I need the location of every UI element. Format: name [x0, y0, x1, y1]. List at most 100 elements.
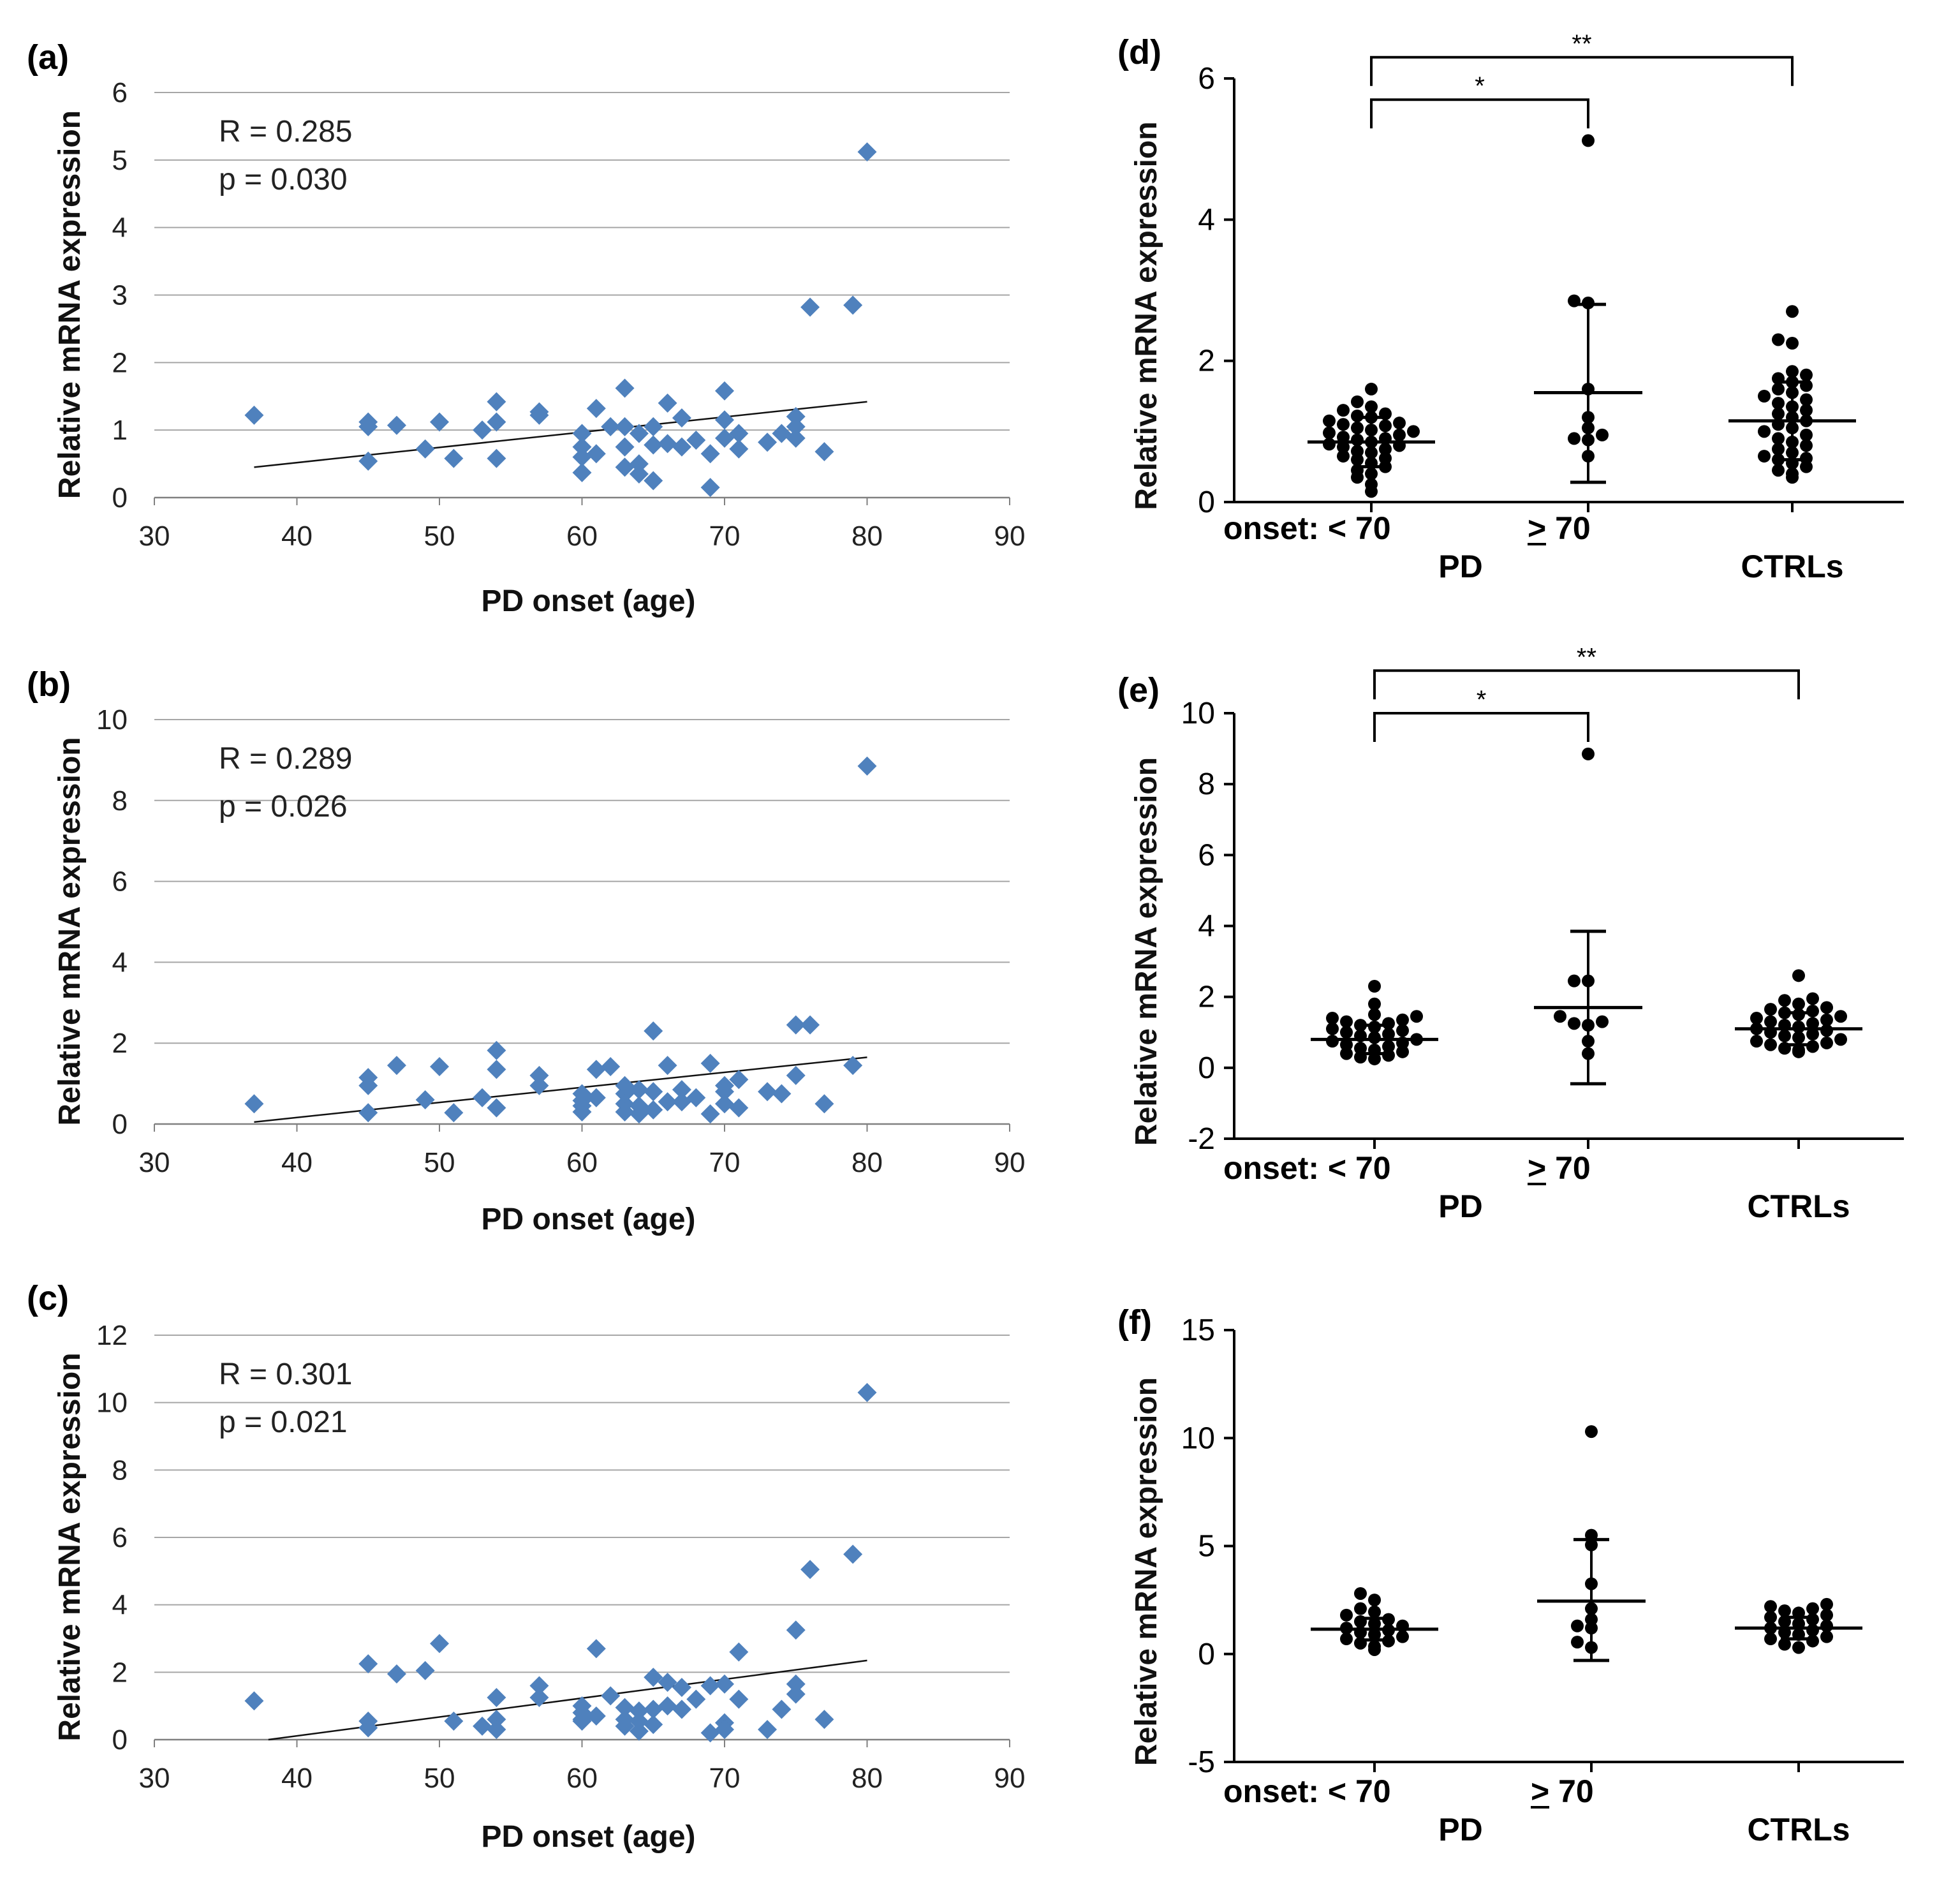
data-point [529, 1065, 549, 1085]
data-point [1806, 1602, 1819, 1615]
data-point [601, 1056, 621, 1076]
group-label-ctrls: CTRLs [1747, 1188, 1850, 1224]
x-tick-label: 90 [994, 1763, 1026, 1794]
data-point [430, 412, 449, 432]
data-point [800, 297, 820, 317]
data-point [1326, 1012, 1339, 1025]
data-point [1368, 1639, 1381, 1653]
y-axis-title: Relative mRNA expression [1130, 757, 1163, 1146]
data-point [1596, 428, 1609, 441]
significance-marker: ** [1572, 30, 1591, 58]
x-tick-label: 80 [851, 1763, 883, 1794]
data-point [1410, 1010, 1423, 1023]
data-point [857, 142, 877, 162]
dot-plot-panel-e: (e) -2 0 2 4 6 8 10 Relative mRNA expression onse… [1117, 643, 1904, 1224]
data-point [1340, 1015, 1353, 1028]
data-point [629, 464, 649, 484]
data-point [1764, 1611, 1777, 1624]
data-point [387, 1664, 406, 1684]
y-tick-label: 0 [1198, 1051, 1215, 1085]
data-point [387, 1056, 406, 1076]
dot-plot-panel-f: (f) -5 0 5 10 15 Relative mRNA expression onset… [1117, 1303, 1904, 1847]
data-point [1772, 464, 1785, 477]
scatter-panel-b: (b) 0 2 4 6 8 10 30 40 50 60 70 80 90 PD onset (age) Re… [27, 665, 1025, 1236]
panel-label: (c) [27, 1279, 69, 1317]
data-point [487, 1710, 506, 1729]
data-point [586, 399, 606, 418]
data-point [786, 1684, 806, 1704]
y-tick-label: 10 [96, 1388, 128, 1419]
data-point [700, 1053, 720, 1073]
r-value-annotation: R = 0.285 [219, 115, 352, 149]
data-point [715, 381, 734, 401]
data-point [529, 1076, 549, 1095]
data-point [430, 1634, 449, 1654]
y-tick-label: 10 [96, 704, 128, 736]
data-point [358, 1103, 378, 1123]
data-point [1820, 1630, 1833, 1643]
data-point [1396, 1630, 1409, 1643]
x-tick-label: 30 [139, 521, 170, 552]
data-point [1407, 425, 1420, 438]
data-point [1582, 134, 1595, 147]
data-point [1568, 432, 1581, 445]
data-point [1786, 365, 1799, 378]
data-point [1323, 414, 1336, 427]
y-tick-label: 15 [1181, 1314, 1215, 1347]
data-point [758, 1082, 777, 1102]
data-point [1393, 417, 1406, 430]
trendline [254, 401, 867, 468]
data-point [629, 1721, 649, 1741]
data-point [686, 431, 706, 450]
x-tick-label: 80 [851, 1147, 883, 1178]
y-tick-label: 2 [112, 1657, 128, 1688]
data-point [1365, 400, 1378, 413]
x-tick-label: 30 [139, 1147, 170, 1178]
significance-marker: * [1477, 686, 1487, 714]
data-point [358, 451, 378, 471]
data-point [1778, 1604, 1791, 1618]
data-point [387, 415, 406, 435]
data-point [615, 378, 635, 398]
data-point [358, 1654, 378, 1674]
data-point [487, 1040, 506, 1060]
data-point [1323, 426, 1336, 440]
x-tick-label: 40 [281, 1763, 313, 1794]
data-point [1396, 1045, 1409, 1058]
y-tick-label: 0 [1198, 485, 1215, 519]
data-point [1365, 478, 1378, 491]
x-tick-label: 60 [566, 1763, 598, 1794]
data-point [715, 1674, 734, 1694]
data-point [358, 1718, 378, 1738]
y-tick-label: 8 [112, 785, 128, 817]
data-point [358, 1076, 378, 1095]
y-tick-label: 3 [112, 280, 128, 311]
data-point [686, 1689, 706, 1709]
data-point [1571, 1636, 1584, 1649]
data-point [1772, 432, 1785, 445]
data-point [1554, 1010, 1566, 1023]
group-label-pd: PD [1438, 1812, 1482, 1847]
data-point [1772, 333, 1785, 346]
data-point [1365, 467, 1378, 480]
data-point [1778, 994, 1791, 1007]
data-point [644, 1715, 663, 1735]
data-point [1792, 1044, 1805, 1057]
data-point [1354, 1587, 1367, 1600]
data-point [586, 1639, 606, 1659]
data-point [1820, 1597, 1833, 1611]
data-point [244, 1691, 264, 1711]
x-tick-label: 50 [424, 521, 455, 552]
data-point [1368, 997, 1381, 1010]
data-point [473, 420, 492, 440]
data-point [615, 417, 635, 436]
data-point [1792, 1641, 1805, 1654]
data-point [672, 1678, 691, 1698]
data-point [686, 1088, 706, 1107]
y-axis-title: Relative mRNA expression [1130, 121, 1163, 510]
trendline [254, 1056, 867, 1123]
y-axis-title: Relative mRNA expression [53, 110, 87, 499]
data-point [1351, 433, 1364, 447]
data-point [729, 1070, 749, 1090]
data-point [1596, 1015, 1609, 1028]
